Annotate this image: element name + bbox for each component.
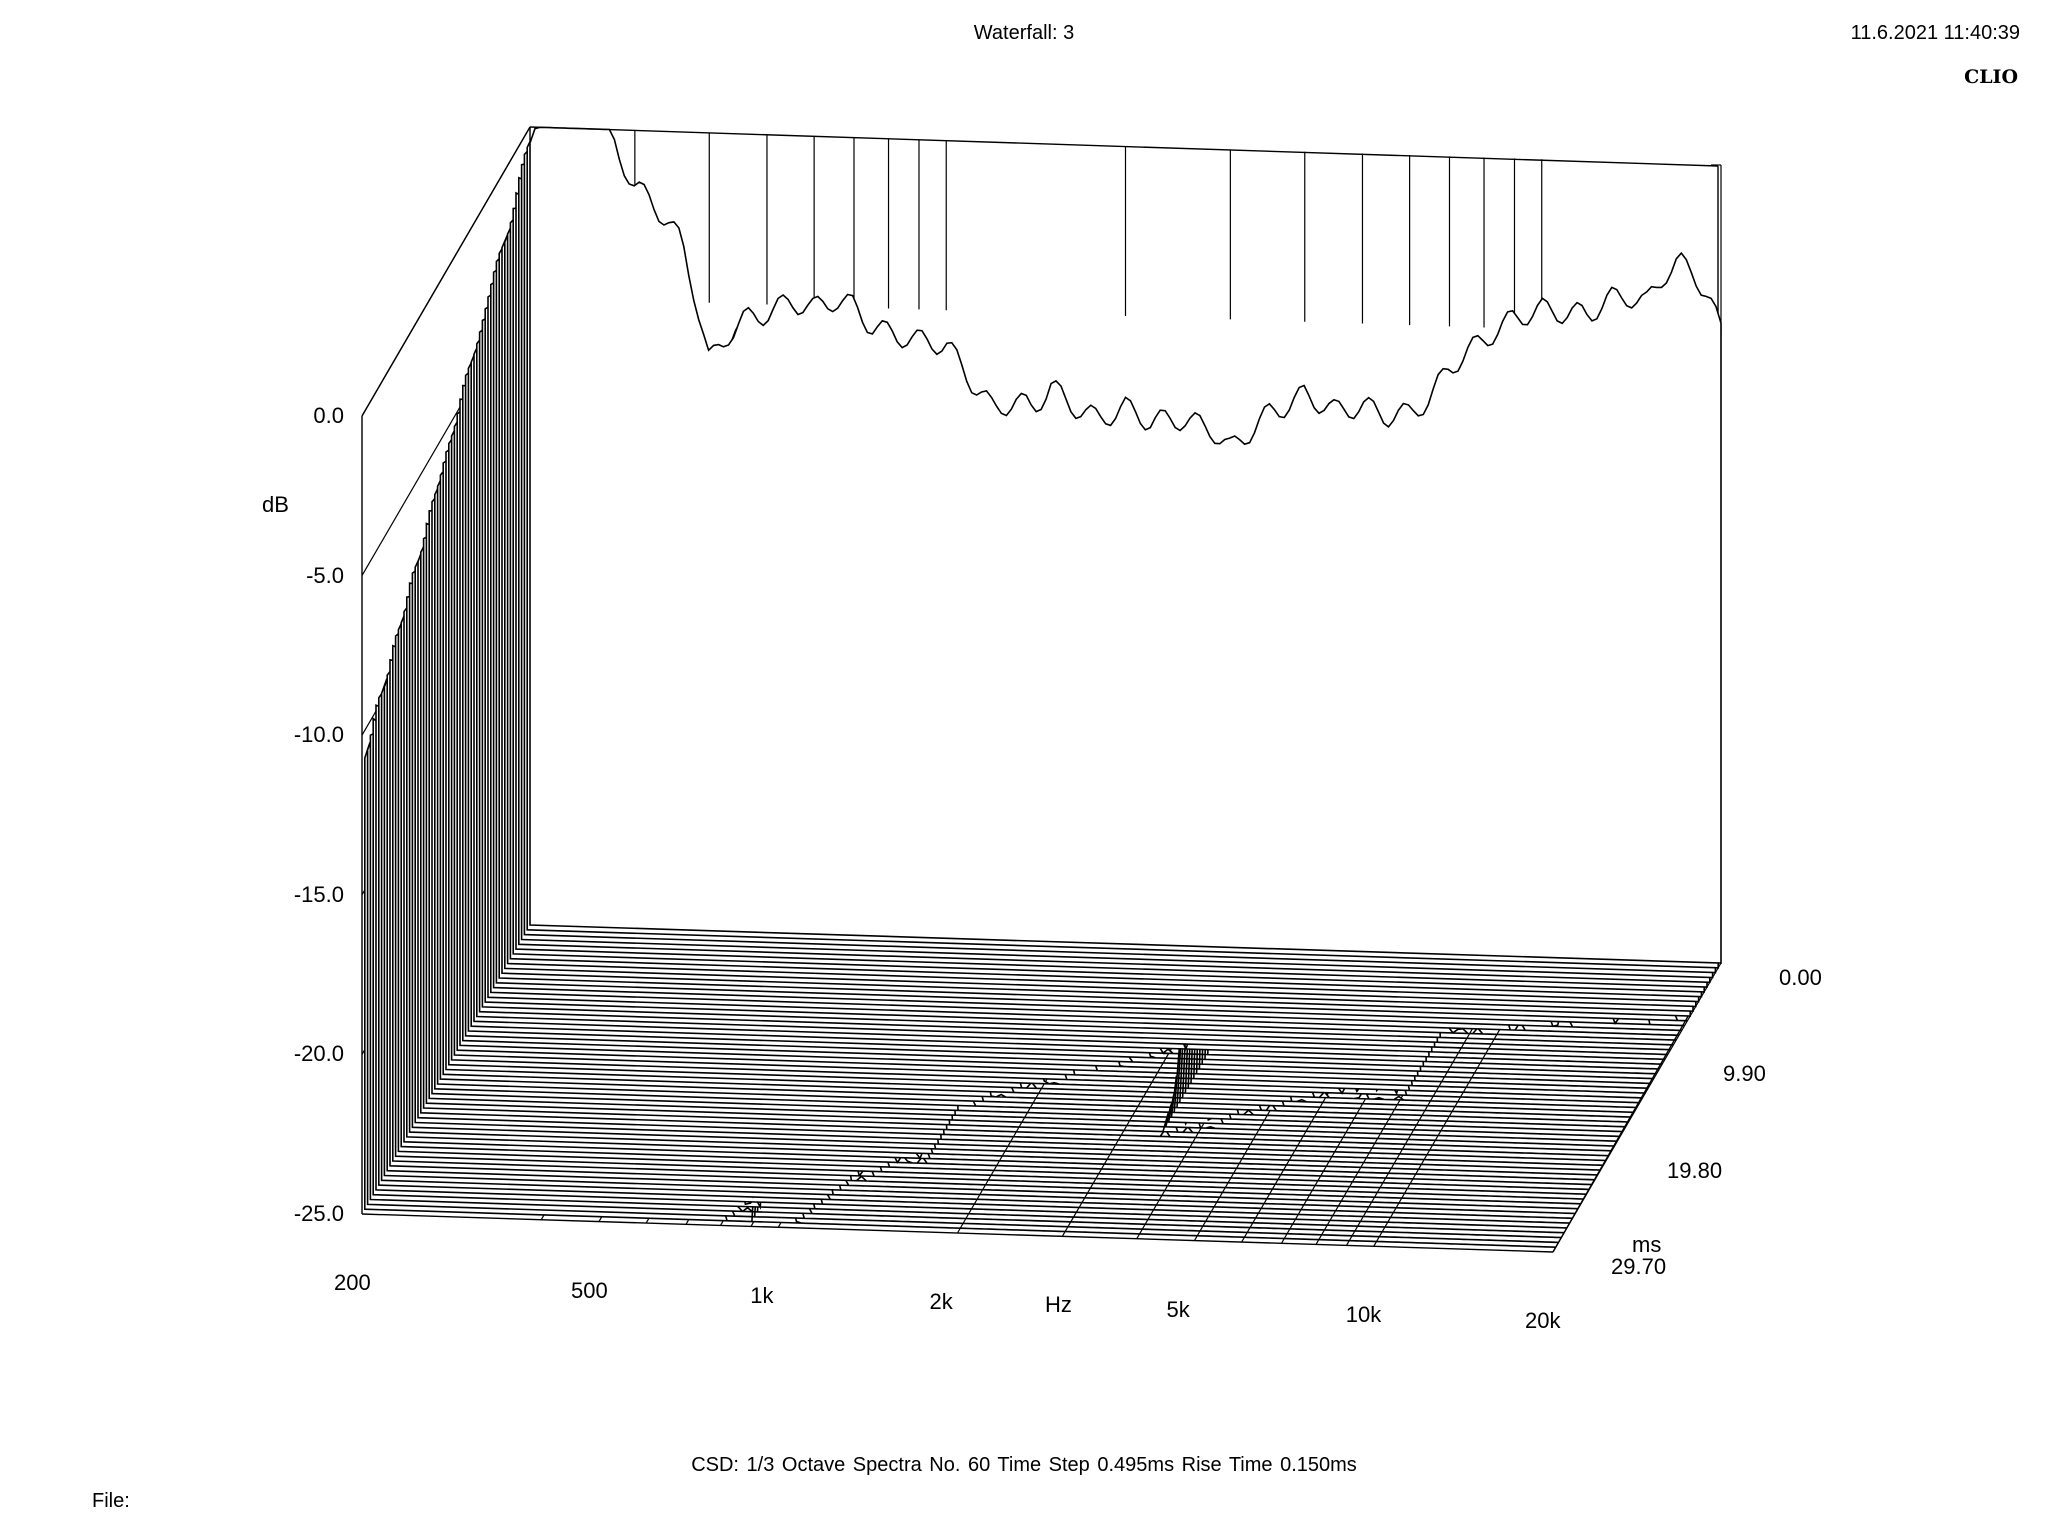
z-tick-label: 19.80 [1667, 1157, 1723, 1183]
y-tick-label: -15.0 [293, 881, 344, 907]
x-tick-label: 200 [334, 1270, 371, 1295]
x-tick-label: 20k [1525, 1308, 1561, 1333]
clio-brand-logo: CLIO [1964, 66, 2018, 88]
y-tick-label: -20.0 [293, 1041, 344, 1067]
y-tick-label: -10.0 [293, 722, 344, 748]
z-tick-label: 0.00 [1779, 965, 1822, 990]
y-tick-label: -5.0 [306, 562, 344, 588]
x-tick-label: 1k [750, 1283, 774, 1309]
x-axis-label: Hz [1045, 1292, 1072, 1317]
y-axis-label: dB [262, 492, 289, 517]
x-tick-label: 5k [1166, 1296, 1190, 1322]
back-top-edge [529, 126, 1719, 167]
y-tick-label: 0.0 [313, 403, 344, 428]
spectra-curves [364, 126, 1722, 1248]
y-tick-label: -25.0 [293, 1201, 344, 1226]
x-tick-label: 500 [570, 1277, 608, 1303]
measurement-datetime: 11.6.2021 11:40:39 [1850, 22, 2020, 44]
chart-title: Waterfall: 3 [973, 22, 1075, 44]
z-tick-label: 9.90 [1723, 1061, 1766, 1087]
z-tick-label: 29.70 [1611, 1254, 1667, 1279]
spectrum-curve [529, 126, 1722, 964]
db-gridline [361, 126, 531, 417]
x-tick-label: 2k [929, 1289, 953, 1314]
file-label: File: [92, 1490, 130, 1512]
x-tick-label: 10k [1345, 1302, 1382, 1328]
z-axis-label: ms [1632, 1232, 1662, 1257]
measurement-settings: CSD: 1/3 Octave Spectra No. 60 Time Step… [691, 1454, 1357, 1476]
